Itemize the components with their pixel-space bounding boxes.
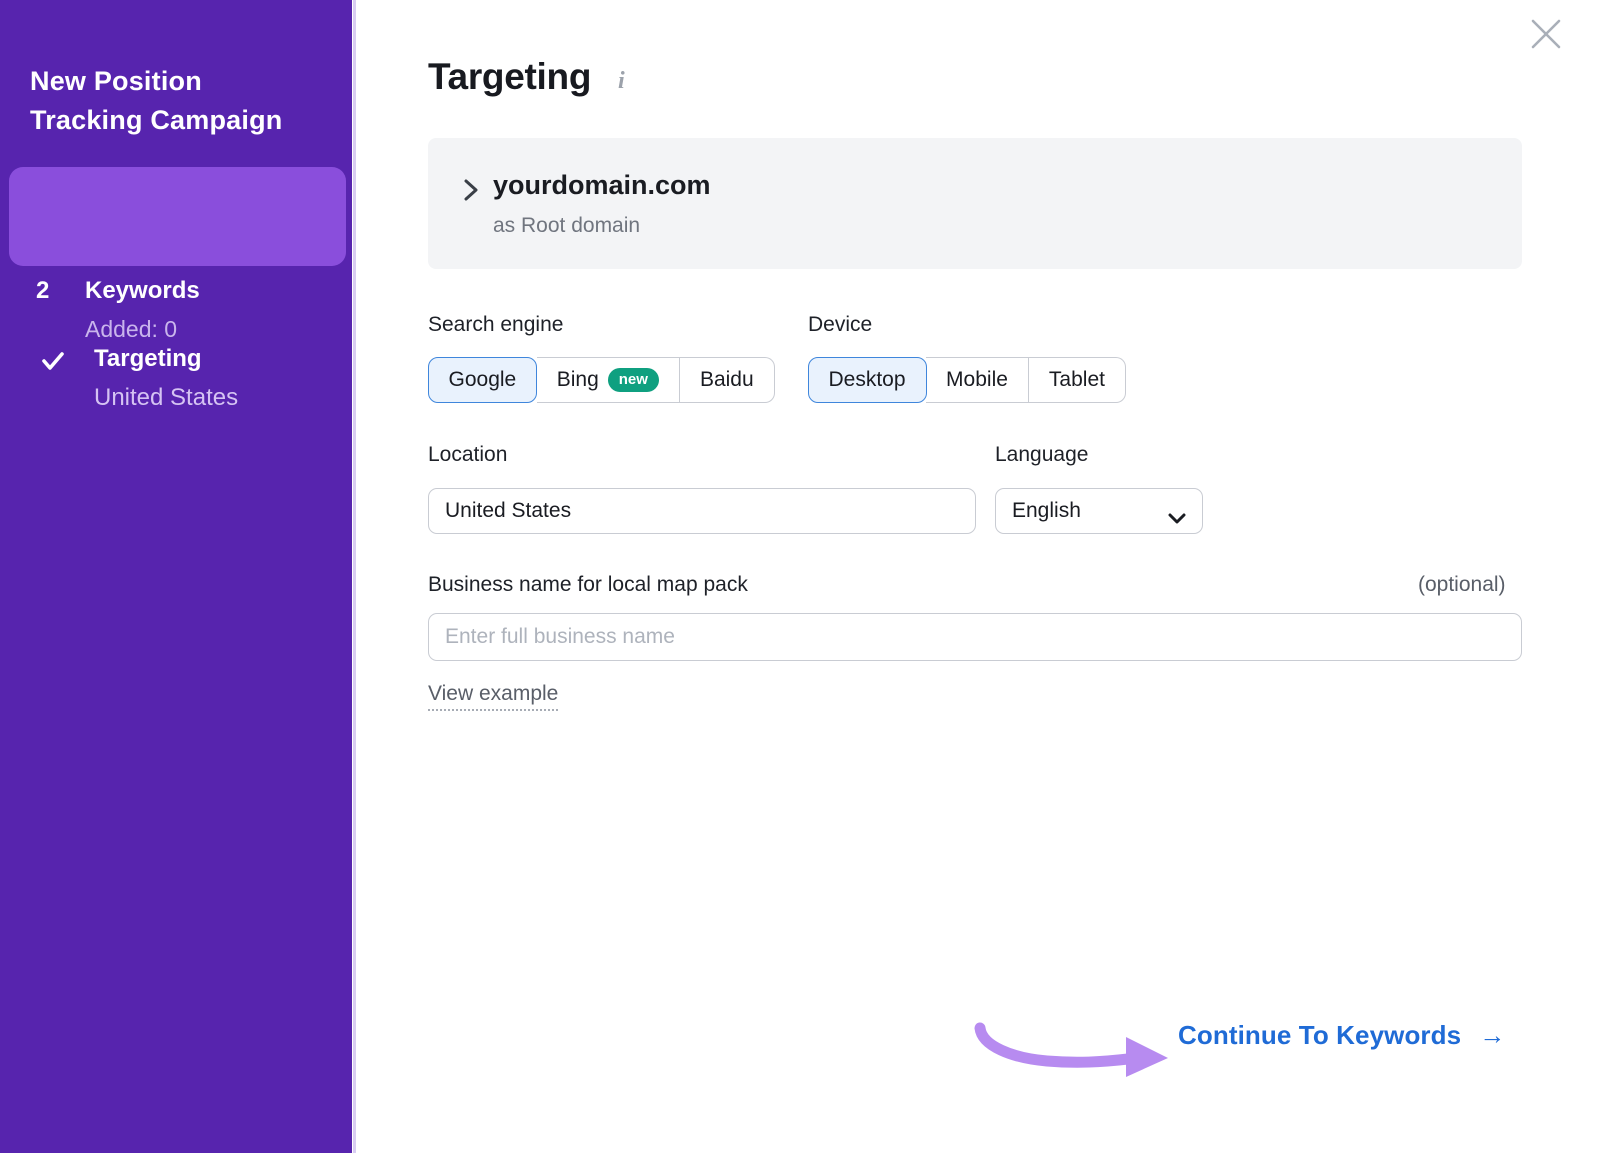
new-badge: new (607, 368, 659, 392)
option-label: Tablet (1048, 368, 1105, 391)
continue-to-keywords-button[interactable]: Continue To Keywords → (1178, 1020, 1505, 1051)
domain-summary-box[interactable]: yourdomain.com as Root domain (428, 138, 1522, 269)
page-title: Targeting (428, 56, 592, 97)
language-select[interactable]: English (995, 488, 1203, 534)
step-number: 2 (36, 277, 50, 304)
domain-name: yourdomain.com (493, 170, 711, 200)
business-name-input[interactable] (428, 613, 1522, 661)
device-option-mobile[interactable]: Mobile (926, 357, 1029, 403)
step-label: Keywords (85, 277, 200, 304)
device-label: Device (808, 313, 873, 336)
location-input[interactable] (428, 488, 976, 534)
sidebar-step-targeting[interactable]: Targeting United States (9, 167, 346, 411)
campaign-sidebar: New Position Tracking Campaign Targeting… (0, 0, 352, 1153)
step-sublabel: Added: 0 (85, 316, 178, 342)
business-name-label: Business name for local map pack (428, 573, 748, 596)
sidebar-step-keywords[interactable]: 2 Keywords Added: 0 (9, 270, 346, 369)
device-segmented-control: Desktop Mobile Tablet (807, 356, 1126, 403)
device-option-desktop[interactable]: Desktop (807, 356, 927, 403)
arrow-right-icon: → (1479, 1020, 1506, 1050)
chevron-down-icon (1168, 506, 1186, 523)
device-option-tablet[interactable]: Tablet (1028, 357, 1126, 403)
language-selected-value: English (1012, 499, 1081, 522)
language-label: Language (995, 443, 1089, 466)
search-engine-option-bing[interactable]: Bing new (536, 357, 680, 403)
chevron-right-icon (462, 177, 480, 203)
option-label: Baidu (699, 368, 754, 391)
option-label: Bing (556, 368, 599, 391)
domain-scope: as Root domain (493, 214, 641, 237)
option-label: Google (448, 367, 517, 391)
view-example-link[interactable]: View example (428, 682, 559, 711)
optional-note: (optional) (1418, 573, 1506, 596)
step-label: Targeting (94, 345, 202, 372)
search-engine-option-google[interactable]: Google (427, 356, 538, 403)
annotation-arrow (974, 1022, 1168, 1077)
info-icon[interactable]: i (618, 68, 625, 94)
option-label: Desktop (828, 367, 906, 391)
search-engine-label: Search engine (428, 313, 564, 336)
close-icon[interactable] (1526, 14, 1566, 54)
step-sublabel: United States (94, 384, 239, 411)
sidebar-title: New Position Tracking Campaign (30, 66, 283, 136)
continue-label: Continue To Keywords (1178, 1020, 1462, 1050)
check-icon (41, 350, 65, 372)
search-engine-segmented-control: Google Bing new Baidu (427, 356, 775, 403)
sidebar-edge-divider (353, 0, 356, 1153)
location-label: Location (428, 443, 508, 466)
search-engine-option-baidu[interactable]: Baidu (679, 357, 775, 403)
option-label: Mobile (946, 368, 1008, 391)
